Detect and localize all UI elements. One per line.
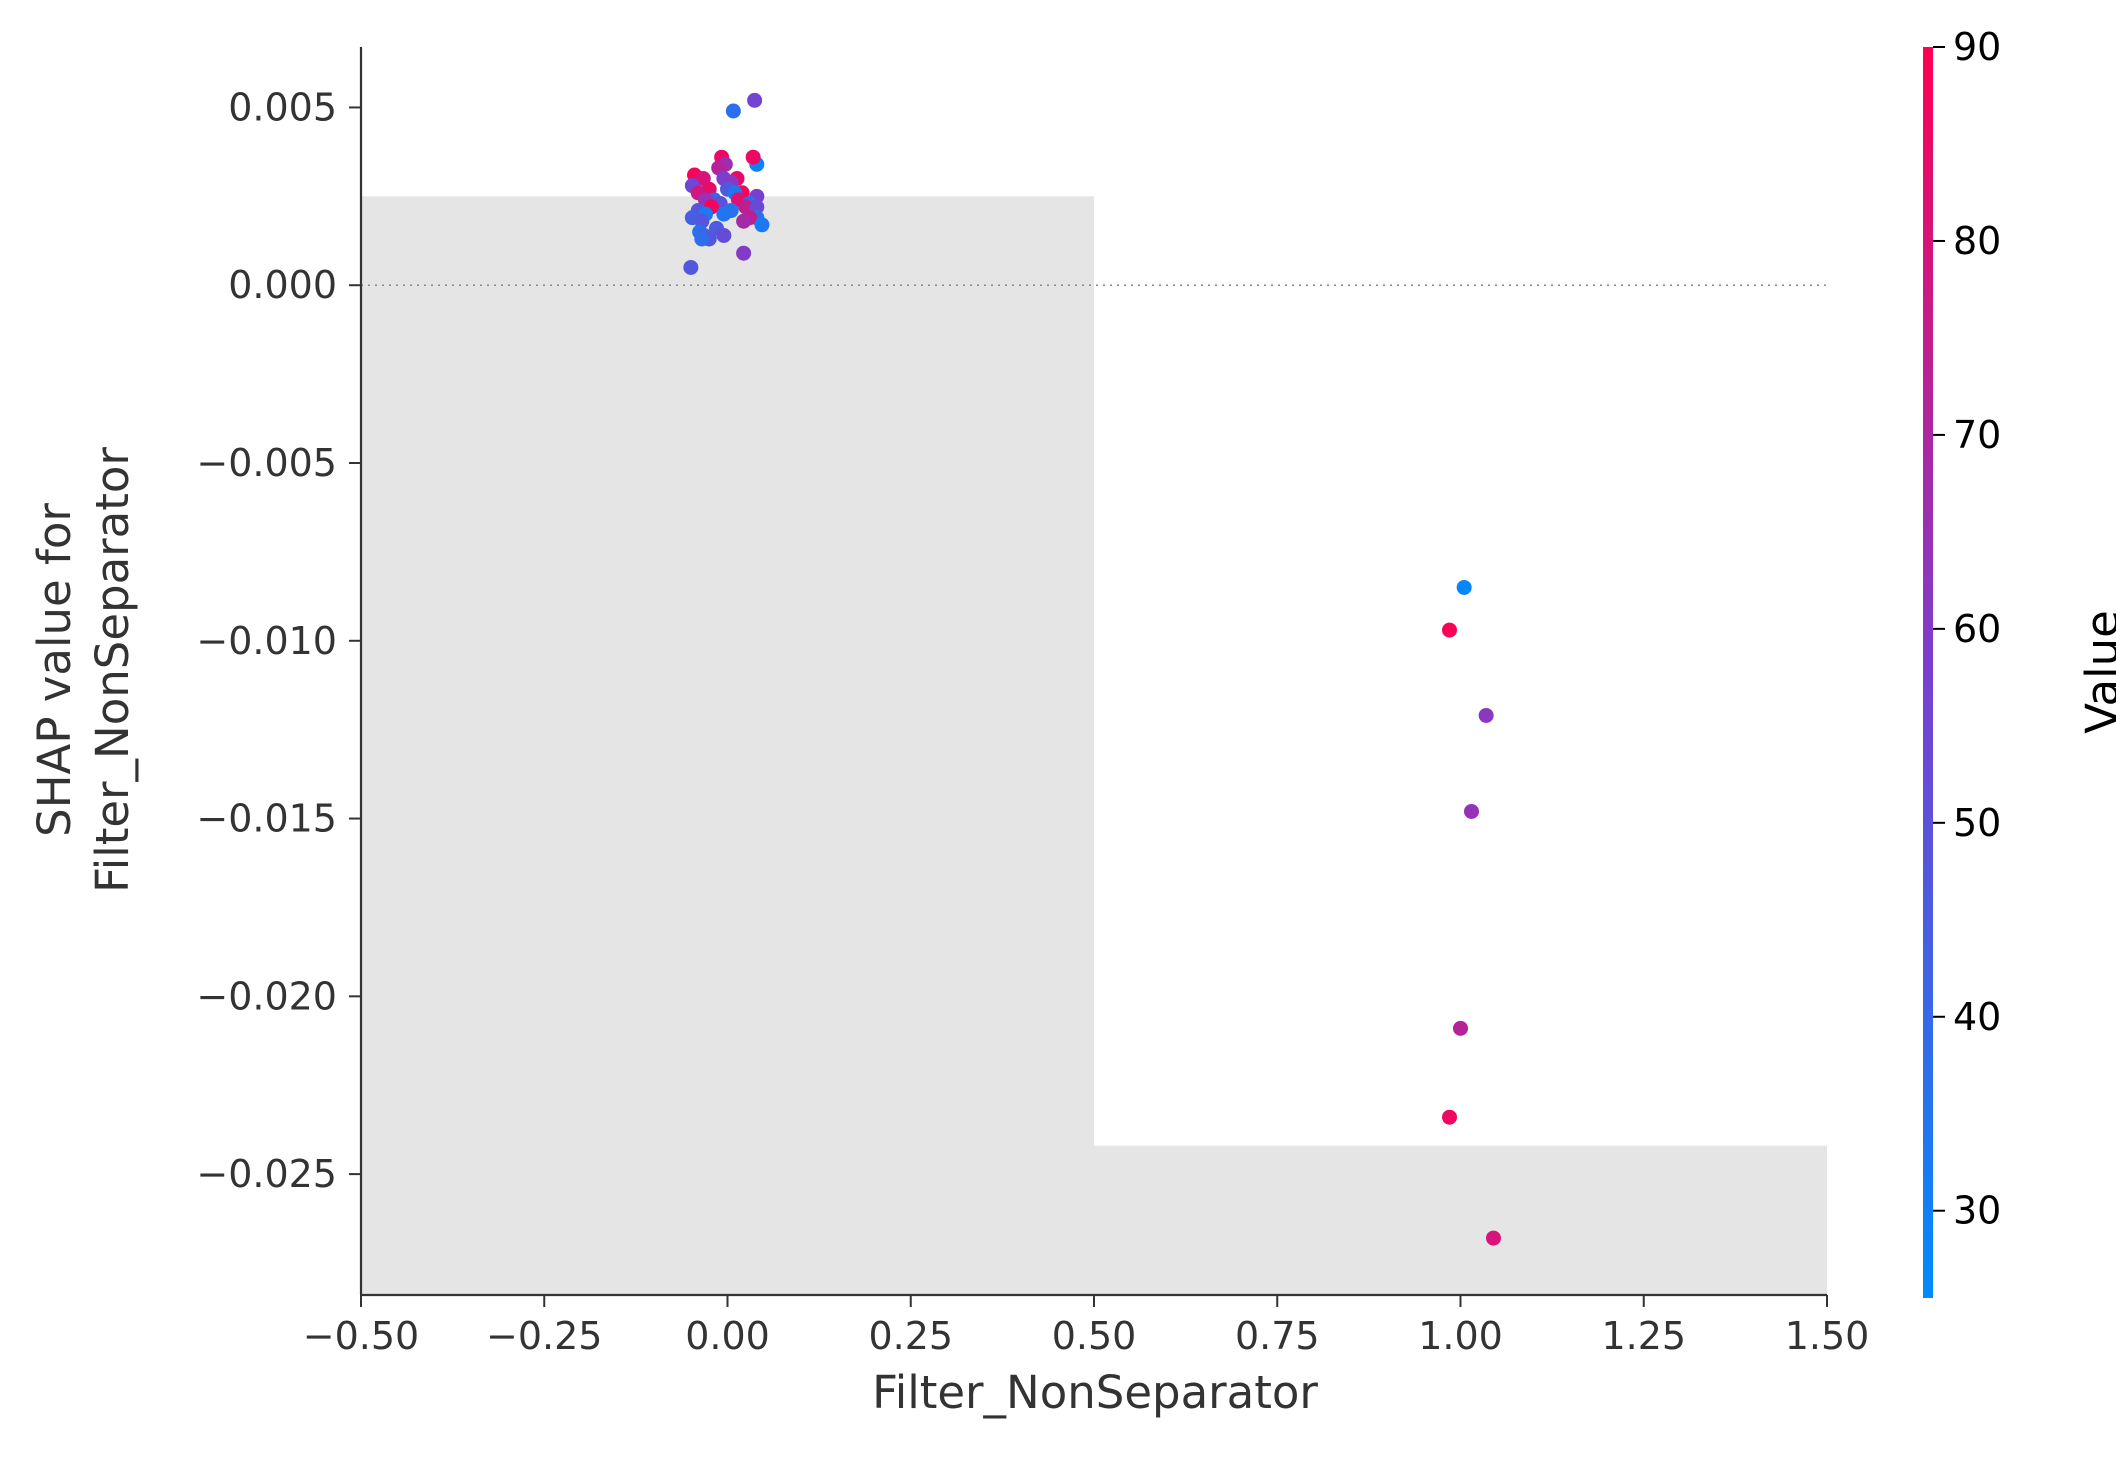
x-tick-label: 0.25 (868, 1314, 953, 1358)
data-point-47 (716, 227, 732, 243)
y-axis-label-line: Filter_NonSeparator (86, 447, 139, 893)
y-axis-label-line: SHAP value for (28, 503, 81, 837)
data-point-3 (1463, 803, 1479, 819)
data-point-5 (1442, 1109, 1458, 1125)
colorbar-tick-label: 50 (1953, 801, 2001, 845)
colorbar-tick-label: 80 (1953, 219, 2001, 263)
x-tick-label: −0.25 (486, 1314, 602, 1358)
x-axis-ticks: −0.50 −0.25 0.00 0.25 0.50 0.75 1.00 1.25 1.50 (303, 1295, 1870, 1358)
data-point-0 (1456, 579, 1472, 595)
y-tick-label: −0.010 (196, 619, 337, 663)
colorbar: 30 40 50 60 70 80 90 (1923, 25, 2001, 1298)
data-point-1 (1442, 622, 1458, 638)
y-axis-label: SHAP value for Filter_NonSeparator (28, 447, 139, 893)
colorbar-tick-label: 40 (1953, 995, 2001, 1039)
x-tick-label: 0.50 (1052, 1314, 1137, 1358)
y-axis-ticks: 0.005 0.000 −0.005 −0.010 −0.015 −0.020 −0.025 (196, 85, 361, 1196)
data-points (683, 92, 1501, 1246)
x-tick-label: −0.50 (303, 1314, 419, 1358)
data-point-33 (749, 199, 765, 215)
colorbar-gradient (1923, 47, 1933, 1298)
y-tick-label: −0.020 (196, 974, 337, 1018)
data-point-43 (754, 217, 770, 233)
data-point-10 (745, 149, 761, 165)
data-point-4 (1453, 1020, 1468, 1036)
histogram-bar-1 (1094, 1145, 1827, 1295)
data-point-42 (736, 213, 752, 229)
data-point-8 (747, 92, 763, 108)
data-point-7 (725, 103, 741, 119)
data-point-51 (683, 259, 699, 275)
y-tick-label: −0.005 (196, 441, 337, 485)
data-point-49 (694, 231, 710, 247)
y-tick-label: 0.000 (228, 263, 337, 307)
x-tick-label: 1.50 (1785, 1314, 1870, 1358)
x-tick-label: 1.00 (1418, 1314, 1503, 1358)
data-point-6 (1485, 1230, 1501, 1246)
histogram-bars (361, 196, 1827, 1295)
y-tick-label: −0.025 (196, 1152, 337, 1196)
data-point-36 (716, 206, 732, 222)
x-tick-label: 0.75 (1235, 1314, 1320, 1358)
colorbar-tick-label: 30 (1953, 1189, 2001, 1233)
colorbar-label: Value (2076, 610, 2116, 734)
x-tick-label: 0.00 (685, 1314, 770, 1358)
colorbar-tick-label: 60 (1953, 607, 2001, 651)
colorbar-tick-label: 90 (1953, 25, 2001, 69)
data-point-50 (736, 245, 752, 261)
colorbar-tick-label: 70 (1953, 413, 2001, 457)
data-point-2 (1478, 707, 1494, 723)
x-axis-label: Filter_NonSeparator (872, 1366, 1318, 1419)
histogram-bar-0 (361, 196, 1094, 1295)
x-tick-label: 1.25 (1601, 1314, 1686, 1358)
y-tick-label: 0.005 (228, 85, 337, 129)
y-tick-label: −0.015 (196, 797, 337, 841)
